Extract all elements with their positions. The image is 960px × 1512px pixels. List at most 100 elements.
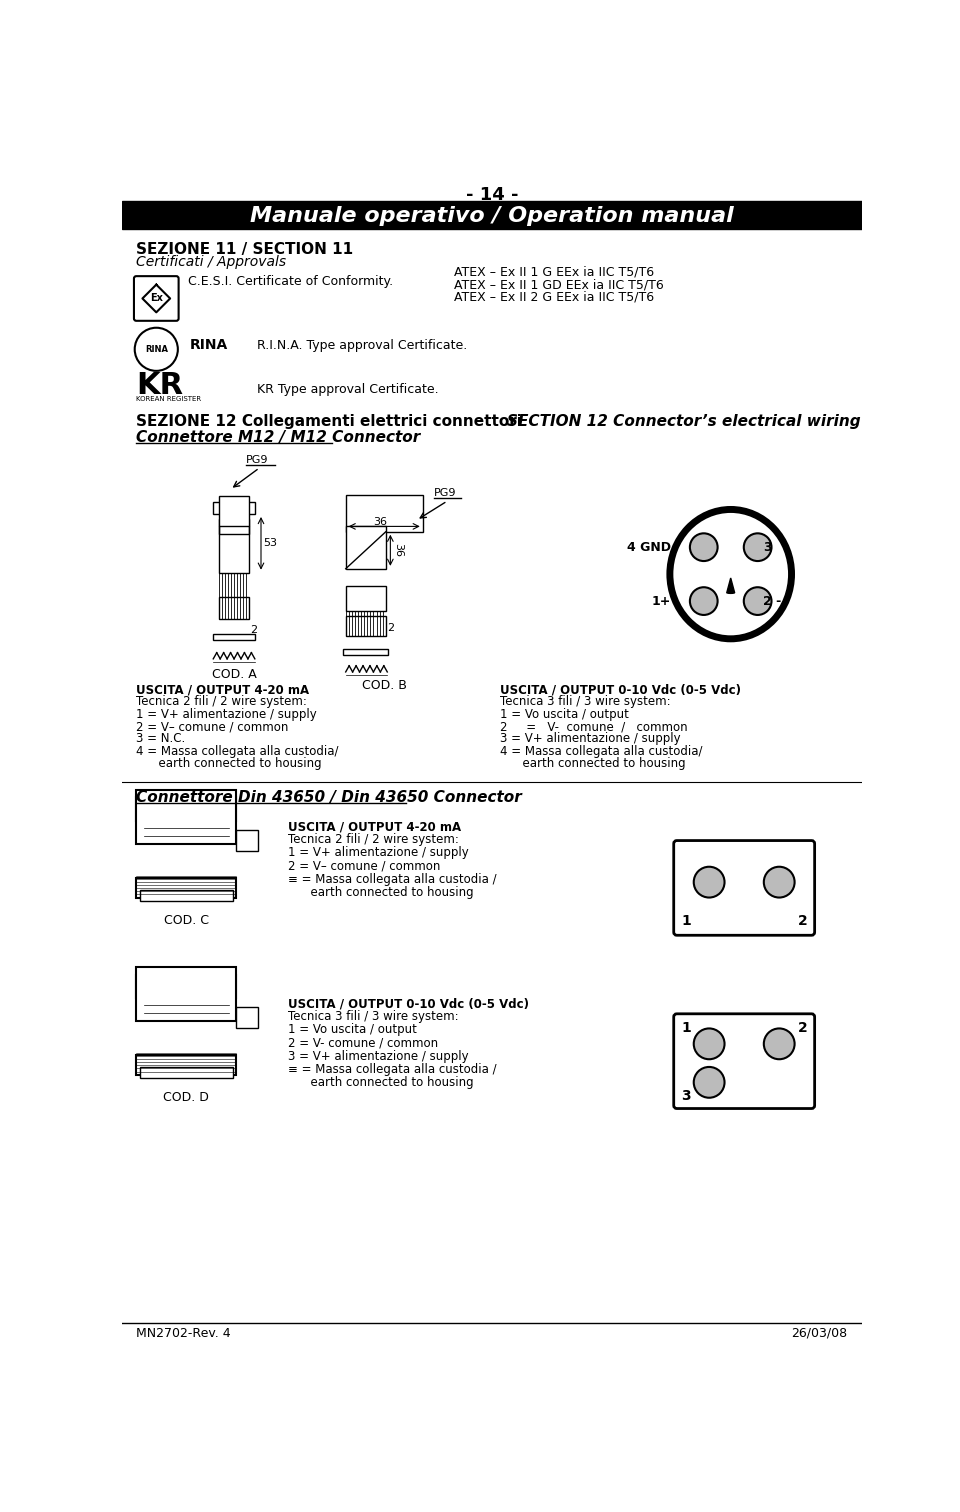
Text: 53: 53 <box>263 538 277 549</box>
Bar <box>346 526 386 569</box>
Circle shape <box>690 587 718 615</box>
Text: Tecnica 2 fili / 2 wire system:: Tecnica 2 fili / 2 wire system: <box>288 833 459 847</box>
Bar <box>140 891 232 901</box>
Text: Connettore M12 / M12 Connector: Connettore M12 / M12 Connector <box>136 431 420 446</box>
Text: 3: 3 <box>763 541 772 553</box>
Text: SEZIONE 12 Collegamenti elettrici connettori: SEZIONE 12 Collegamenti elettrici connet… <box>136 414 522 429</box>
Circle shape <box>764 866 795 898</box>
Circle shape <box>744 534 772 561</box>
Text: PG9: PG9 <box>246 455 268 466</box>
Text: MN2702-Rev. 4: MN2702-Rev. 4 <box>136 1328 231 1340</box>
Text: 1: 1 <box>682 1022 691 1036</box>
Text: 2 = V– comune / common: 2 = V– comune / common <box>136 720 289 733</box>
Text: - 14 -: - 14 - <box>466 186 518 204</box>
Bar <box>136 797 236 821</box>
Text: Tecnica 2 fili / 2 wire system:: Tecnica 2 fili / 2 wire system: <box>136 696 307 709</box>
Bar <box>213 502 254 514</box>
Text: earth connected to housing: earth connected to housing <box>288 886 473 898</box>
Text: 3: 3 <box>682 1089 691 1104</box>
Bar <box>346 617 386 635</box>
Text: 4 = Massa collegata alla custodia/: 4 = Massa collegata alla custodia/ <box>136 745 339 758</box>
Text: USCITA / OUTPUT 4-20 mA: USCITA / OUTPUT 4-20 mA <box>288 820 461 833</box>
Bar <box>136 789 236 844</box>
Text: 1 = Vo uscita / output: 1 = Vo uscita / output <box>288 1024 417 1037</box>
Bar <box>123 201 861 230</box>
Text: 3 = N.C.: 3 = N.C. <box>136 732 185 745</box>
Text: USCITA / OUTPUT 0-10 Vdc (0-5 Vdc): USCITA / OUTPUT 0-10 Vdc (0-5 Vdc) <box>500 683 741 696</box>
Text: 1 = Vo uscita / output: 1 = Vo uscita / output <box>500 708 629 721</box>
Text: KR Type approval Certificate.: KR Type approval Certificate. <box>257 383 439 396</box>
FancyBboxPatch shape <box>674 1015 815 1108</box>
Bar <box>219 597 250 618</box>
Text: 1: 1 <box>682 913 691 928</box>
FancyBboxPatch shape <box>134 277 179 321</box>
Circle shape <box>744 587 772 615</box>
Text: Tecnica 3 fili / 3 wire system:: Tecnica 3 fili / 3 wire system: <box>500 696 670 709</box>
Text: KR: KR <box>136 370 183 401</box>
Text: PG9: PG9 <box>434 488 457 499</box>
Text: COD. B: COD. B <box>362 679 407 692</box>
Bar <box>236 1007 258 1028</box>
Circle shape <box>694 1028 725 1060</box>
Text: Manuale operativo / Operation manual: Manuale operativo / Operation manual <box>251 206 733 227</box>
Text: Ex: Ex <box>150 293 162 304</box>
Bar <box>236 830 258 851</box>
Text: USCITA / OUTPUT 4-20 mA: USCITA / OUTPUT 4-20 mA <box>136 683 309 696</box>
Text: Certificati / Approvals: Certificati / Approvals <box>136 256 286 269</box>
Text: 1 = V+ alimentazione / supply: 1 = V+ alimentazione / supply <box>288 847 468 859</box>
Circle shape <box>694 866 725 898</box>
Text: 4 GND: 4 GND <box>627 541 671 553</box>
Text: COD. A: COD. A <box>211 668 256 680</box>
Text: R.I.N.A. Type approval Certificate.: R.I.N.A. Type approval Certificate. <box>257 339 468 352</box>
Bar <box>213 634 254 641</box>
Text: 3 = V+ alimentazione / supply: 3 = V+ alimentazione / supply <box>500 732 681 745</box>
Text: ATEX – Ex II 1 GD EEx ia IIC T5/T6: ATEX – Ex II 1 GD EEx ia IIC T5/T6 <box>453 278 663 292</box>
Text: ATEX – Ex II 1 G EEx ia IIC T5/T6: ATEX – Ex II 1 G EEx ia IIC T5/T6 <box>453 266 654 278</box>
Text: earth connected to housing: earth connected to housing <box>288 1077 473 1089</box>
Text: SEZIONE 11 / SECTION 11: SEZIONE 11 / SECTION 11 <box>136 242 353 257</box>
Bar <box>136 878 236 898</box>
Text: ≡ = Massa collegata alla custodia /: ≡ = Massa collegata alla custodia / <box>288 872 496 886</box>
Bar <box>346 494 422 532</box>
Text: 2: 2 <box>798 913 807 928</box>
Text: 1 = V+ alimentazione / supply: 1 = V+ alimentazione / supply <box>136 708 317 721</box>
Text: USCITA / OUTPUT 0-10 Vdc (0-5 Vdc): USCITA / OUTPUT 0-10 Vdc (0-5 Vdc) <box>288 998 529 1010</box>
Text: 2: 2 <box>251 624 257 635</box>
Bar <box>344 649 388 655</box>
Bar <box>219 496 250 534</box>
Bar <box>140 1067 232 1078</box>
FancyBboxPatch shape <box>674 841 815 936</box>
Text: Tecnica 3 fili / 3 wire system:: Tecnica 3 fili / 3 wire system: <box>288 1010 459 1024</box>
Text: SECTION 12 Connector’s electrical wiring: SECTION 12 Connector’s electrical wiring <box>508 414 861 429</box>
Text: 2 -: 2 - <box>763 594 781 608</box>
Text: 2 = V– comune / common: 2 = V– comune / common <box>288 859 441 872</box>
Text: RINA: RINA <box>190 339 228 352</box>
Text: 36: 36 <box>394 543 403 558</box>
Text: 2: 2 <box>387 623 395 634</box>
Text: ATEX – Ex II 2 G EEx ia IIC T5/T6: ATEX – Ex II 2 G EEx ia IIC T5/T6 <box>453 290 654 304</box>
Bar <box>136 975 236 998</box>
Bar <box>219 526 250 573</box>
Text: COD. D: COD. D <box>163 1092 209 1104</box>
Text: earth connected to housing: earth connected to housing <box>136 758 322 770</box>
Text: COD. C: COD. C <box>164 915 209 927</box>
Circle shape <box>694 1067 725 1098</box>
Text: 2: 2 <box>798 1022 807 1036</box>
Wedge shape <box>727 578 734 593</box>
Text: ≡ = Massa collegata alla custodia /: ≡ = Massa collegata alla custodia / <box>288 1063 496 1075</box>
Text: 1+: 1+ <box>651 594 671 608</box>
Text: 3 = V+ alimentazione / supply: 3 = V+ alimentazione / supply <box>288 1049 468 1063</box>
Circle shape <box>764 1028 795 1060</box>
Text: RINA: RINA <box>145 345 168 354</box>
Bar <box>219 519 250 526</box>
Ellipse shape <box>670 510 792 640</box>
Text: 4 = Massa collegata alla custodia/: 4 = Massa collegata alla custodia/ <box>500 745 702 758</box>
Bar <box>136 1055 236 1075</box>
Text: Connettore Din 43650 / Din 43650 Connector: Connettore Din 43650 / Din 43650 Connect… <box>136 789 522 804</box>
Bar <box>136 966 236 1021</box>
Text: 2     =   V-  comune  /   common: 2 = V- comune / common <box>500 720 687 733</box>
Circle shape <box>690 534 718 561</box>
Text: 26/03/08: 26/03/08 <box>792 1328 848 1340</box>
Text: C.E.S.I. Certificate of Conformity.: C.E.S.I. Certificate of Conformity. <box>188 275 393 289</box>
Text: 2 = V- comune / common: 2 = V- comune / common <box>288 1037 438 1049</box>
